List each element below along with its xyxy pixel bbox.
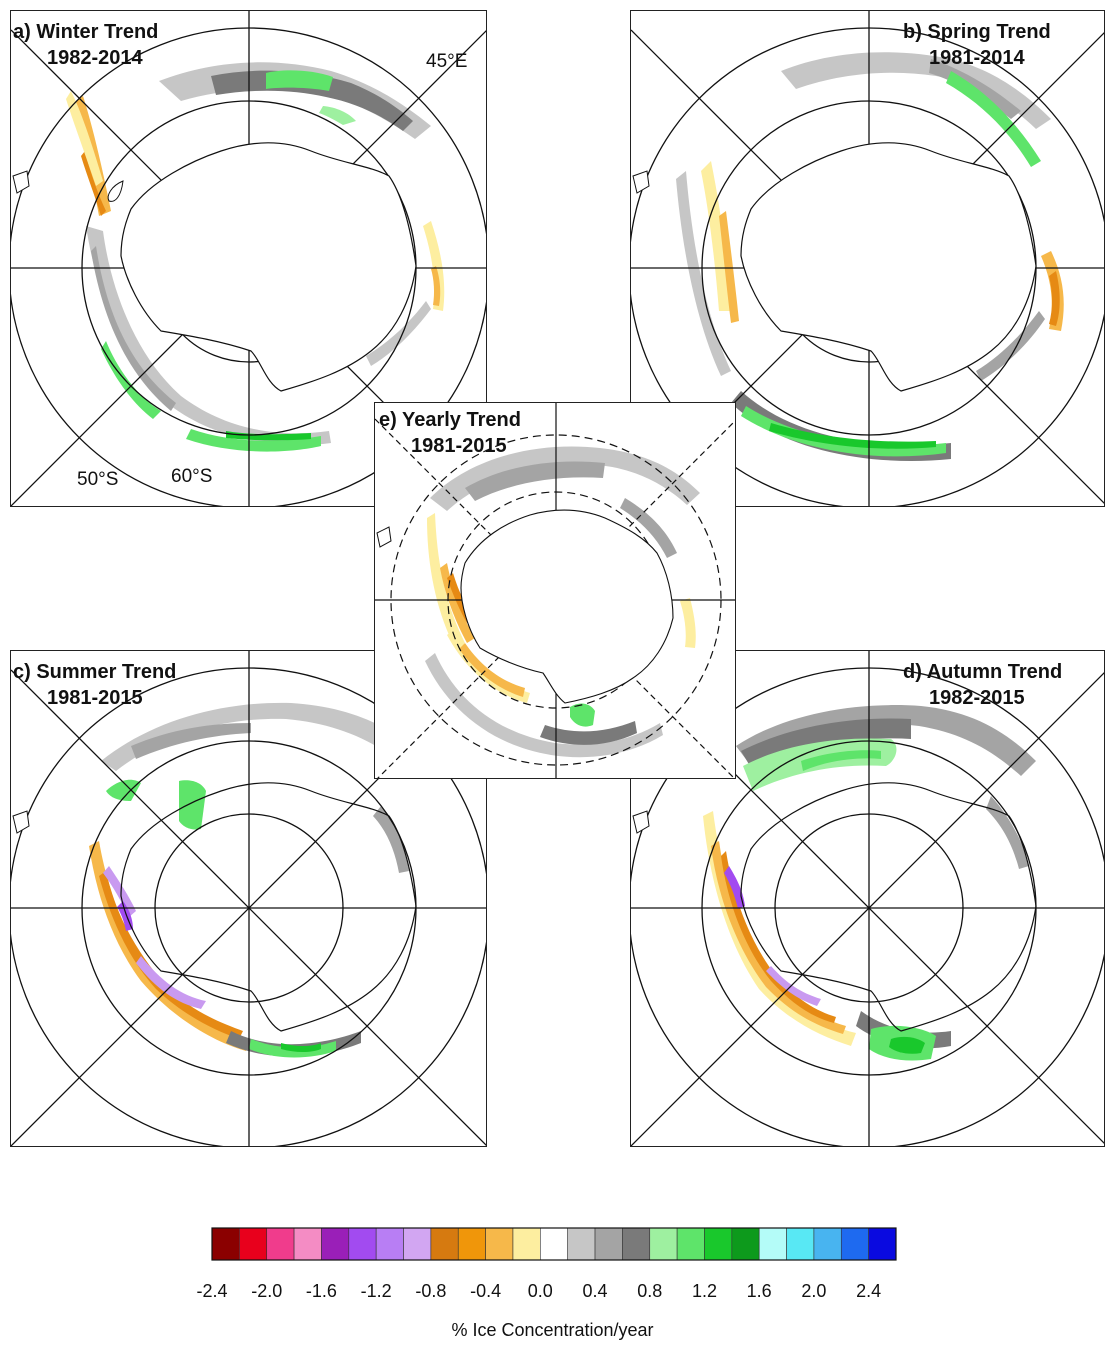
colorbar-swatch xyxy=(293,1227,322,1261)
colorbar-tick-label: -2.4 xyxy=(196,1281,228,1301)
colorbar-swatch xyxy=(348,1227,377,1261)
colorbar-swatch xyxy=(211,1227,240,1261)
label-45e: 45°E xyxy=(426,51,468,72)
colorbar-tick-label: -0.4 xyxy=(470,1281,502,1301)
map-autumn-trend xyxy=(631,651,1104,1146)
colorbar-swatch xyxy=(786,1227,815,1261)
colorbar-swatch xyxy=(567,1227,596,1261)
colorbar-tick-label: 1.6 xyxy=(746,1281,772,1301)
panel-winter-trend: a) Winter Trend 1982-2014 45°E 50°S 60°S xyxy=(10,10,487,507)
colorbar-swatch xyxy=(540,1227,568,1261)
map-winter-trend xyxy=(11,11,486,506)
label-50s: 50°S xyxy=(77,469,119,490)
colorbar-swatch xyxy=(594,1227,623,1261)
colorbar-tick-label: -2.0 xyxy=(251,1281,283,1301)
panel-e-title: e) Yearly Trend xyxy=(379,409,521,431)
map-summer-trend xyxy=(11,651,486,1146)
colorbar-tick-label: 0.0 xyxy=(527,1281,553,1301)
label-60s: 60°S xyxy=(171,466,213,487)
colorbar-swatch xyxy=(403,1227,432,1261)
colorbar-tick-label: -1.2 xyxy=(360,1281,392,1301)
colorbar-swatch xyxy=(704,1227,733,1261)
colorbar-tick-label: 0.4 xyxy=(582,1281,608,1301)
colorbar-tick-label: 2.4 xyxy=(856,1281,882,1301)
colorbar-swatch xyxy=(375,1227,404,1261)
colorbar-tick-label: 0.8 xyxy=(637,1281,663,1301)
colorbar-swatch xyxy=(485,1227,514,1261)
colorbar-tick-label: 1.2 xyxy=(691,1281,717,1301)
panel-b-years: 1981-2014 xyxy=(929,47,1025,69)
panel-c-title: c) Summer Trend xyxy=(13,661,177,683)
colorbar-swatch xyxy=(622,1227,651,1261)
colorbar-swatch xyxy=(840,1227,869,1261)
panel-yearly-trend: e) Yearly Trend 1981-2015 xyxy=(374,402,736,779)
colorbar-title: % Ice Concentration/year xyxy=(451,1320,654,1340)
panel-b-title: b) Spring Trend xyxy=(903,21,1051,43)
panel-a-years: 1982-2014 xyxy=(47,47,143,69)
colorbar-swatch xyxy=(512,1227,541,1261)
colorbar-swatch xyxy=(239,1227,268,1261)
colorbar-swatch xyxy=(457,1227,486,1261)
panel-e-years: 1981-2015 xyxy=(411,435,507,457)
colorbar-swatch xyxy=(266,1227,295,1261)
panel-d-years: 1982-2015 xyxy=(929,687,1025,709)
panel-autumn-trend: d) Autumn Trend 1982-2015 xyxy=(630,650,1105,1147)
colorbar-swatch xyxy=(430,1227,459,1261)
colorbar-tick-label: -0.8 xyxy=(415,1281,447,1301)
colorbar-tick-label: -1.6 xyxy=(305,1281,337,1301)
colorbar-swatch xyxy=(868,1227,897,1261)
colorbar-swatch xyxy=(321,1227,350,1261)
map-spring-trend xyxy=(631,11,1104,506)
colorbar-swatch xyxy=(676,1227,705,1261)
colorbar-tick-label: 2.0 xyxy=(801,1281,827,1301)
colorbar-swatch xyxy=(731,1227,760,1261)
panel-c-years: 1981-2015 xyxy=(47,687,143,709)
colorbar-swatch xyxy=(649,1227,678,1261)
panel-a-title: a) Winter Trend xyxy=(13,21,159,43)
colorbar-swatch xyxy=(813,1227,842,1261)
map-yearly-trend xyxy=(375,403,735,778)
colorbar-swatch xyxy=(758,1227,787,1261)
colorbar xyxy=(211,1227,897,1261)
panel-d-title: d) Autumn Trend xyxy=(903,661,1063,683)
colorbar-frame xyxy=(211,1227,897,1261)
